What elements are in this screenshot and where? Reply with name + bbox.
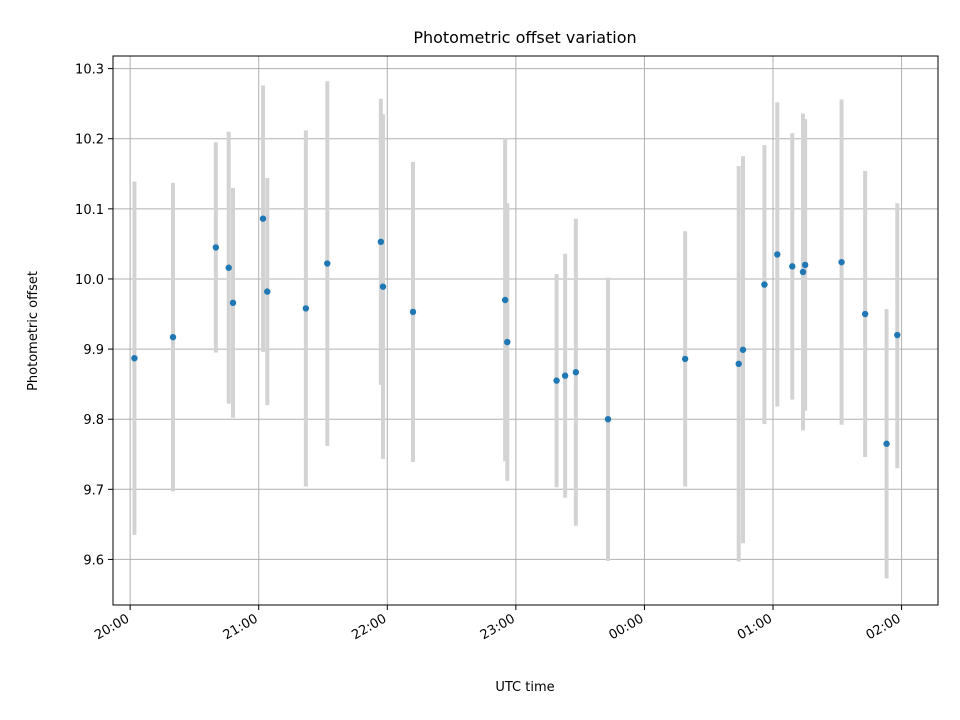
data-point [883, 440, 890, 447]
plot-frame [112, 55, 939, 606]
data-point [789, 263, 796, 270]
y-tick-label: 9.7 [83, 483, 104, 498]
data-point [169, 333, 177, 341]
y-tick-label: 9.9 [83, 343, 104, 358]
data-point [604, 415, 612, 423]
data-point [504, 338, 511, 346]
data-point [212, 244, 220, 251]
y-axis-label: Photometric offset [26, 271, 41, 391]
data-point [131, 354, 138, 362]
data-point [735, 360, 742, 368]
data-point [572, 369, 580, 376]
data-point [838, 258, 845, 266]
data-point [324, 260, 331, 267]
data-point [302, 305, 310, 312]
y-tick-label: 10.2 [75, 133, 104, 148]
gridlines [113, 56, 938, 605]
y-tick-label: 9.6 [83, 553, 104, 568]
data-point [553, 377, 560, 384]
data-point [861, 310, 869, 318]
data-point [801, 261, 809, 269]
data-point [225, 264, 232, 271]
chart-title: Photometric offset variation [413, 28, 636, 47]
data-point [561, 372, 569, 379]
x-axis-label: UTC time [495, 680, 554, 695]
data-point [799, 268, 807, 276]
y-tick-label: 10.0 [75, 273, 104, 288]
data-point [259, 215, 267, 222]
data-point [501, 296, 509, 304]
data-point [377, 238, 385, 246]
data-point [894, 331, 901, 339]
y-tick-label: 9.8 [83, 413, 104, 428]
data-point [229, 299, 237, 307]
y-axis: 9.6 9.7 9.8 9.9 10.0 10.1 10.2 10.3 [75, 63, 113, 568]
data-point [409, 308, 417, 316]
data-point [681, 355, 689, 363]
y-tick-label: 10.3 [75, 63, 104, 78]
data-points [131, 215, 901, 447]
data-point [379, 283, 387, 290]
y-tick-label: 10.1 [75, 203, 104, 218]
data-point [739, 346, 747, 353]
data-point [761, 281, 768, 288]
data-point [774, 251, 781, 258]
data-point [264, 288, 271, 295]
